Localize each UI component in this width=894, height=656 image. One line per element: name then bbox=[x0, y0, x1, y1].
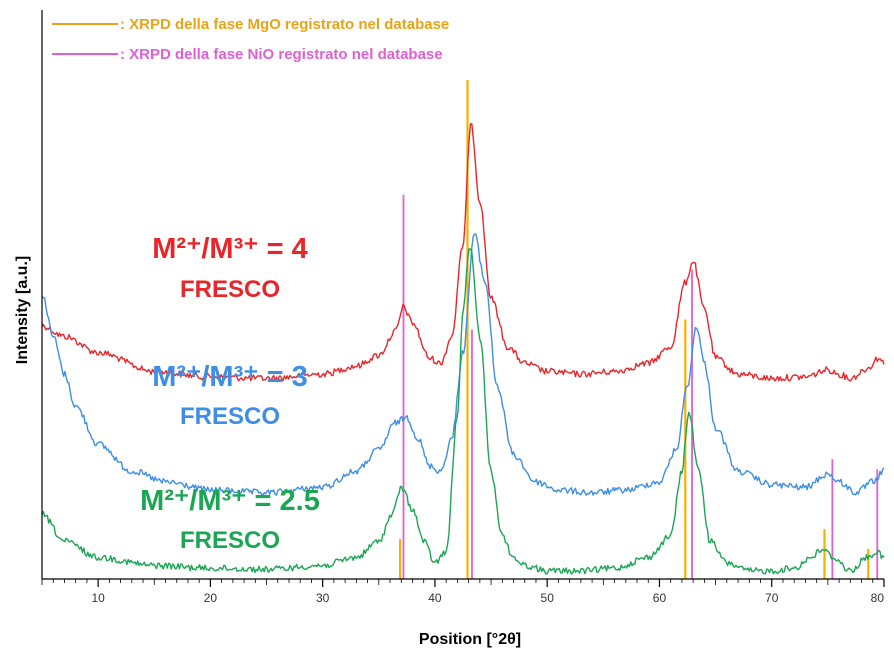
series-label-ratio-2-5: M²⁺/M³⁺ = 2.5 bbox=[140, 485, 320, 517]
x-tick-label: 80 bbox=[871, 591, 885, 605]
legend-label-mgo: : XRPD della fase MgO registrato nel dat… bbox=[120, 16, 449, 33]
series-line-1 bbox=[41, 233, 885, 496]
series-label-fresco-4: FRESCO bbox=[180, 276, 280, 303]
x-axis-ticks: 10 20 30 40 50 60 70 80 bbox=[41, 579, 885, 605]
legend-label-nio: : XRPD della fase NiO registrato nel dat… bbox=[120, 46, 443, 63]
y-axis-label: Intensity [a.u.] bbox=[14, 256, 31, 364]
reference-lines bbox=[399, 80, 879, 579]
x-tick-label: 50 bbox=[541, 591, 555, 605]
series-label-ratio-3: M²⁺/M³⁺ = 3 bbox=[152, 361, 307, 393]
legend: : XRPD della fase MgO registrato nel dat… bbox=[52, 16, 449, 63]
x-tick-label: 20 bbox=[204, 591, 218, 605]
series-label-fresco-3: FRESCO bbox=[180, 403, 280, 430]
x-tick-label: 60 bbox=[653, 591, 667, 605]
series-label-ratio-4: M²⁺/M³⁺ = 4 bbox=[152, 233, 307, 265]
series-label-fresco-2-5: FRESCO bbox=[180, 527, 280, 554]
series-labels: M²⁺/M³⁺ = 4 FRESCO M²⁺/M³⁺ = 3 FRESCO M²… bbox=[140, 233, 320, 554]
data-series bbox=[41, 122, 885, 575]
series-line-0 bbox=[41, 122, 885, 382]
x-tick-label: 10 bbox=[91, 591, 105, 605]
x-tick-label: 70 bbox=[765, 591, 779, 605]
axes: 10 20 30 40 50 60 70 80 Position [°2θ] Intensit… bbox=[14, 10, 885, 648]
series-line-2 bbox=[41, 248, 885, 575]
x-tick-label: 30 bbox=[316, 591, 330, 605]
x-axis-label: Position [°2θ] bbox=[419, 631, 521, 648]
x-tick-label: 40 bbox=[428, 591, 442, 605]
